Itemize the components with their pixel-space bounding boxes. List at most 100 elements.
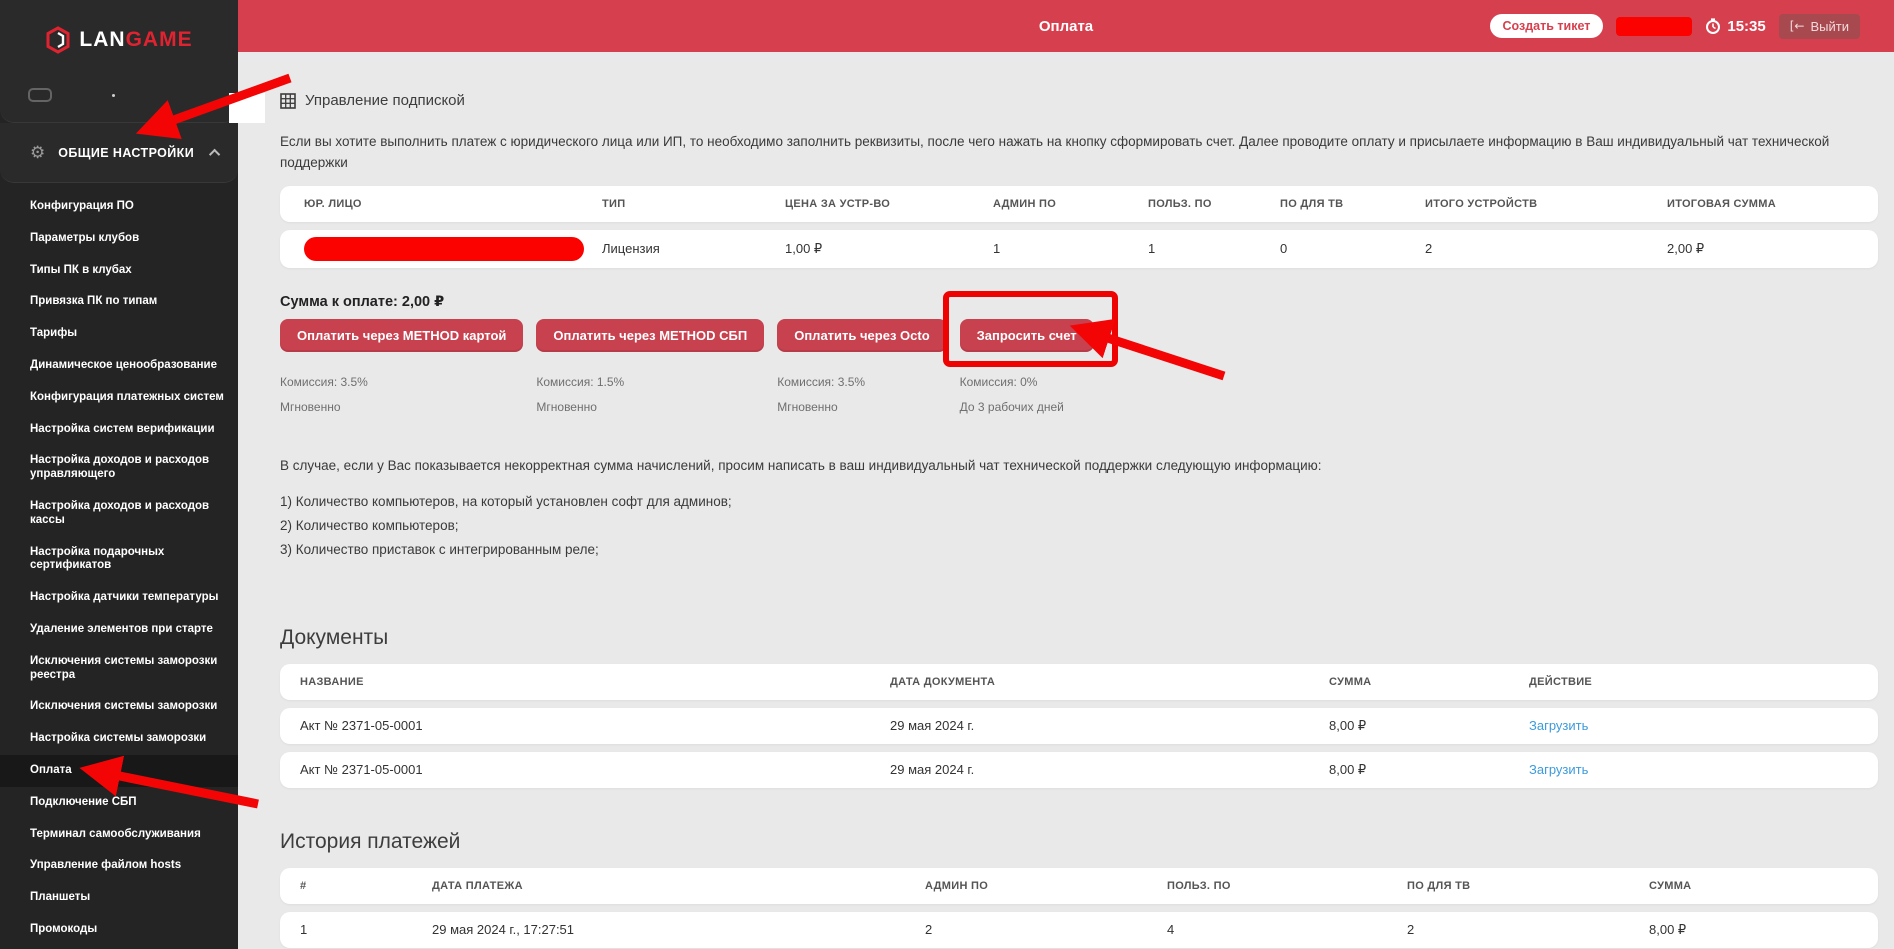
doc-date: 29 мая 2024 г.: [890, 762, 975, 778]
history-row: 1 29 мая 2024 г., 17:27:51 2 4 2 8,00 ₽: [280, 911, 1878, 948]
subscription-intro: Если вы хотите выполнить платеж с юридич…: [280, 134, 1830, 171]
session-timer: 15:35: [1705, 18, 1766, 35]
payment-options: Оплатить через METHOD картой Комиссия: 3…: [280, 290, 1878, 414]
pay-option-method-sbp: Оплатить через METHOD СБП Комиссия: 1.5%…: [536, 318, 765, 414]
club-selector-dot: [112, 93, 115, 97]
main-content: Управление подпиской Если вы хотите выпо…: [238, 52, 1894, 949]
sidebar-item-dohody-upravlyayushchego[interactable]: Настройка доходов и расходов управляющег…: [30, 454, 210, 481]
note-item-2: 2) Количество компьютеров;: [280, 517, 459, 533]
pay-option-invoice: Запросить счет Комиссия: 0% До 3 рабочих…: [942, 290, 1118, 414]
logout-label: Выйти: [1810, 18, 1850, 34]
subscription-table-row: Лицензия 1,00 ₽ 1 1 0 2 2,00 ₽: [280, 229, 1878, 268]
document-row: Акт № 2371-05-0001 29 мая 2024 г. 8,00 ₽…: [280, 751, 1878, 788]
doc-name: Акт № 2371-05-0001: [300, 718, 423, 734]
sidebar-item-sbp[interactable]: Подключение СБП: [30, 795, 137, 808]
sidebar-item-planshety[interactable]: Планшеты: [30, 891, 91, 904]
cell-type: Лицензия: [602, 241, 660, 257]
pay-option-method-card: Оплатить через METHOD картой Комиссия: 3…: [280, 318, 524, 414]
white-redaction-block: [229, 93, 265, 123]
col-header-summa: СУММА: [1649, 879, 1692, 892]
cell-polz-po: 1: [1148, 241, 1156, 257]
subscription-title-row: Управление подпиской: [280, 92, 1878, 109]
header-actions: Создать тикет 15:35 [← Выйти: [1489, 13, 1894, 39]
col-header-yur-litso: ЮР. ЛИЦО: [304, 197, 362, 210]
sidebar-item-nastroyka-zamorozki[interactable]: Настройка системы заморозки: [30, 732, 207, 745]
speed-label: Мгновенно: [536, 399, 597, 414]
clock-icon: [1706, 18, 1721, 34]
doc-name: Акт № 2371-05-0001: [300, 762, 423, 778]
cell-admin-po: 1: [993, 241, 1001, 257]
hist-sum: 8,00 ₽: [1649, 921, 1687, 937]
sidebar-item-datchiki-temperatury[interactable]: Настройка датчики температуры: [30, 591, 219, 604]
sidebar-item-tipy-pk[interactable]: Типы ПК в клубах: [30, 263, 132, 276]
col-header-tip: ТИП: [602, 197, 626, 210]
sidebar-section-header[interactable]: ⚙ ОБЩИЕ НАСТРОЙКИ: [0, 123, 238, 183]
col-header-summa: СУММА: [1329, 675, 1372, 688]
sidebar-item-konfiguratsiya-platezhnyh[interactable]: Конфигурация платежных систем: [30, 390, 224, 403]
subscription-title: Управление подпиской: [305, 92, 465, 109]
create-ticket-button[interactable]: Создать тикет: [1489, 14, 1604, 38]
download-link[interactable]: Загрузить: [1529, 761, 1589, 777]
sum-to-pay: Сумма к оплате: 2,00 ₽: [280, 293, 445, 310]
speed-label: Мгновенно: [777, 399, 838, 414]
sidebar-item-tarify[interactable]: Тарифы: [30, 327, 78, 340]
col-header-admin-po: АДМИН ПО: [993, 197, 1057, 210]
logo-game: GAME: [125, 28, 193, 51]
sidebar-item-oplata[interactable]: Оплата: [0, 754, 238, 787]
sidebar-item-promokody[interactable]: Промокоды: [30, 922, 98, 935]
request-invoice-button[interactable]: Запросить счет: [959, 318, 1094, 352]
sidebar-item-verifikatsiya[interactable]: Настройка систем верификации: [30, 422, 215, 435]
doc-date: 29 мая 2024 г.: [890, 718, 975, 734]
sidebar-item-dinamicheskoe[interactable]: Динамическое ценообразование: [30, 358, 218, 371]
col-header-data-platezha: ДАТА ПЛАТЕЖА: [432, 879, 523, 892]
download-link[interactable]: Загрузить: [1529, 717, 1589, 733]
cell-po-tv: 0: [1280, 241, 1288, 257]
logout-button[interactable]: [← Выйти: [1778, 13, 1860, 39]
documents-table-header: НАЗВАНИЕ ДАТА ДОКУМЕНТА СУММА ДЕЙСТВИЕ: [280, 663, 1878, 700]
incorrect-sum-note: В случае, если у Вас показывается некорр…: [280, 457, 1322, 473]
pay-method-card-button[interactable]: Оплатить через METHOD картой: [280, 318, 524, 352]
sidebar-section-label: ОБЩИЕ НАСТРОЙКИ: [58, 145, 195, 160]
page-title: Оплата: [1038, 17, 1094, 35]
sidebar-item-parametry-klubov[interactable]: Параметры клубов: [30, 231, 140, 244]
doc-sum: 8,00 ₽: [1329, 717, 1367, 733]
payment-history-title: История платежей: [280, 829, 461, 853]
col-header-itogo-ustroystv: ИТОГО УСТРОЙСТВ: [1425, 197, 1538, 210]
col-header-itogovaya-summa: ИТОГОВАЯ СУММА: [1667, 197, 1776, 210]
pay-option-octo: Оплатить через Octo Комиссия: 3.5% Мгнов…: [777, 318, 947, 414]
col-header-polz-po: ПОЛЬЗ. ПО: [1167, 879, 1231, 892]
sidebar-item-terminal[interactable]: Терминал самообслуживания: [30, 827, 201, 840]
sidebar-top-card: LANGAME: [0, 0, 238, 123]
sidebar-item-dohody-kassy[interactable]: Настройка доходов и расходов кассы: [30, 499, 210, 526]
pay-octo-button[interactable]: Оплатить через Octo: [777, 318, 947, 352]
sidebar-item-hosts[interactable]: Управление файлом hosts: [30, 859, 182, 872]
sidebar-item-udalenie-elementov[interactable]: Удаление элементов при старте: [30, 622, 213, 635]
hist-num: 1: [300, 922, 308, 938]
history-table-header: # ДАТА ПЛАТЕЖА АДМИН ПО ПОЛЬЗ. ПО ПО ДЛЯ…: [280, 867, 1878, 904]
sidebar-item-konfiguratsiya-po[interactable]: Конфигурация ПО: [30, 200, 134, 212]
hist-user: 4: [1167, 922, 1175, 938]
sidebar-item-privyazka-pk[interactable]: Привязка ПК по типам: [30, 295, 158, 308]
hist-tv: 2: [1407, 922, 1415, 938]
col-header-data-dokumenta: ДАТА ДОКУМЕНТА: [890, 675, 996, 688]
commission-label: Комиссия: 0%: [959, 374, 1038, 389]
club-selector[interactable]: [28, 88, 115, 102]
cell-total-sum: 2,00 ₽: [1667, 240, 1705, 256]
pay-method-sbp-button[interactable]: Оплатить через METHOD СБП: [536, 318, 765, 352]
documents-title: Документы: [280, 625, 389, 649]
sidebar-item-isklyucheniya-reestra[interactable]: Исключения системы заморозки реестра: [30, 654, 218, 681]
club-selector-icon: [28, 88, 52, 102]
note-item-1: 1) Количество компьютеров, на который ус…: [280, 493, 732, 509]
speed-label: Мгновенно: [280, 399, 341, 414]
logo-lan: LAN: [79, 28, 126, 51]
sidebar-menu: Конфигурация ПО Параметры клубов Типы ПК…: [0, 183, 238, 937]
sidebar-item-isklyucheniya-zamorozki[interactable]: Исключения системы заморозки: [30, 700, 218, 713]
hist-admin: 2: [925, 922, 933, 938]
hist-date: 29 мая 2024 г., 17:27:51: [432, 922, 575, 938]
sidebar-item-sertifikaty[interactable]: Настройка подарочных сертификатов: [30, 545, 165, 572]
doc-sum: 8,00 ₽: [1329, 761, 1367, 777]
col-header-po-tv: ПО ДЛЯ ТВ: [1407, 879, 1471, 892]
langame-logo-icon: [46, 26, 70, 54]
commission-label: Комиссия: 3.5%: [280, 374, 368, 389]
speed-label: До 3 рабочих дней: [959, 399, 1064, 414]
